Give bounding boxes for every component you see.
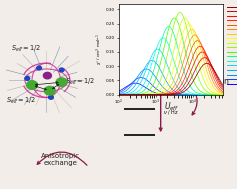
Text: Anisotropic
exchange: Anisotropic exchange bbox=[41, 153, 80, 166]
Circle shape bbox=[49, 95, 53, 99]
Circle shape bbox=[44, 86, 55, 95]
Circle shape bbox=[56, 78, 67, 87]
Circle shape bbox=[25, 77, 30, 80]
Y-axis label: $\chi''$ / cm$^3$ mol$^{-1}$: $\chi''$ / cm$^3$ mol$^{-1}$ bbox=[94, 33, 105, 65]
Circle shape bbox=[37, 66, 41, 70]
Text: $S_{eff}=1/2$: $S_{eff}=1/2$ bbox=[11, 44, 41, 54]
Circle shape bbox=[43, 72, 51, 79]
Text: $S_{eff}=1/2$: $S_{eff}=1/2$ bbox=[6, 96, 36, 106]
FancyArrowPatch shape bbox=[37, 152, 87, 165]
Circle shape bbox=[59, 68, 64, 72]
Text: $S_{eff}=1/2$: $S_{eff}=1/2$ bbox=[65, 77, 96, 87]
FancyArrowPatch shape bbox=[190, 85, 197, 115]
Text: Slow
relaxation: Slow relaxation bbox=[190, 67, 229, 86]
X-axis label: $\nu$ / Hz: $\nu$ / Hz bbox=[163, 108, 178, 116]
Text: $U_{eff}$: $U_{eff}$ bbox=[164, 101, 180, 113]
Circle shape bbox=[27, 81, 37, 89]
